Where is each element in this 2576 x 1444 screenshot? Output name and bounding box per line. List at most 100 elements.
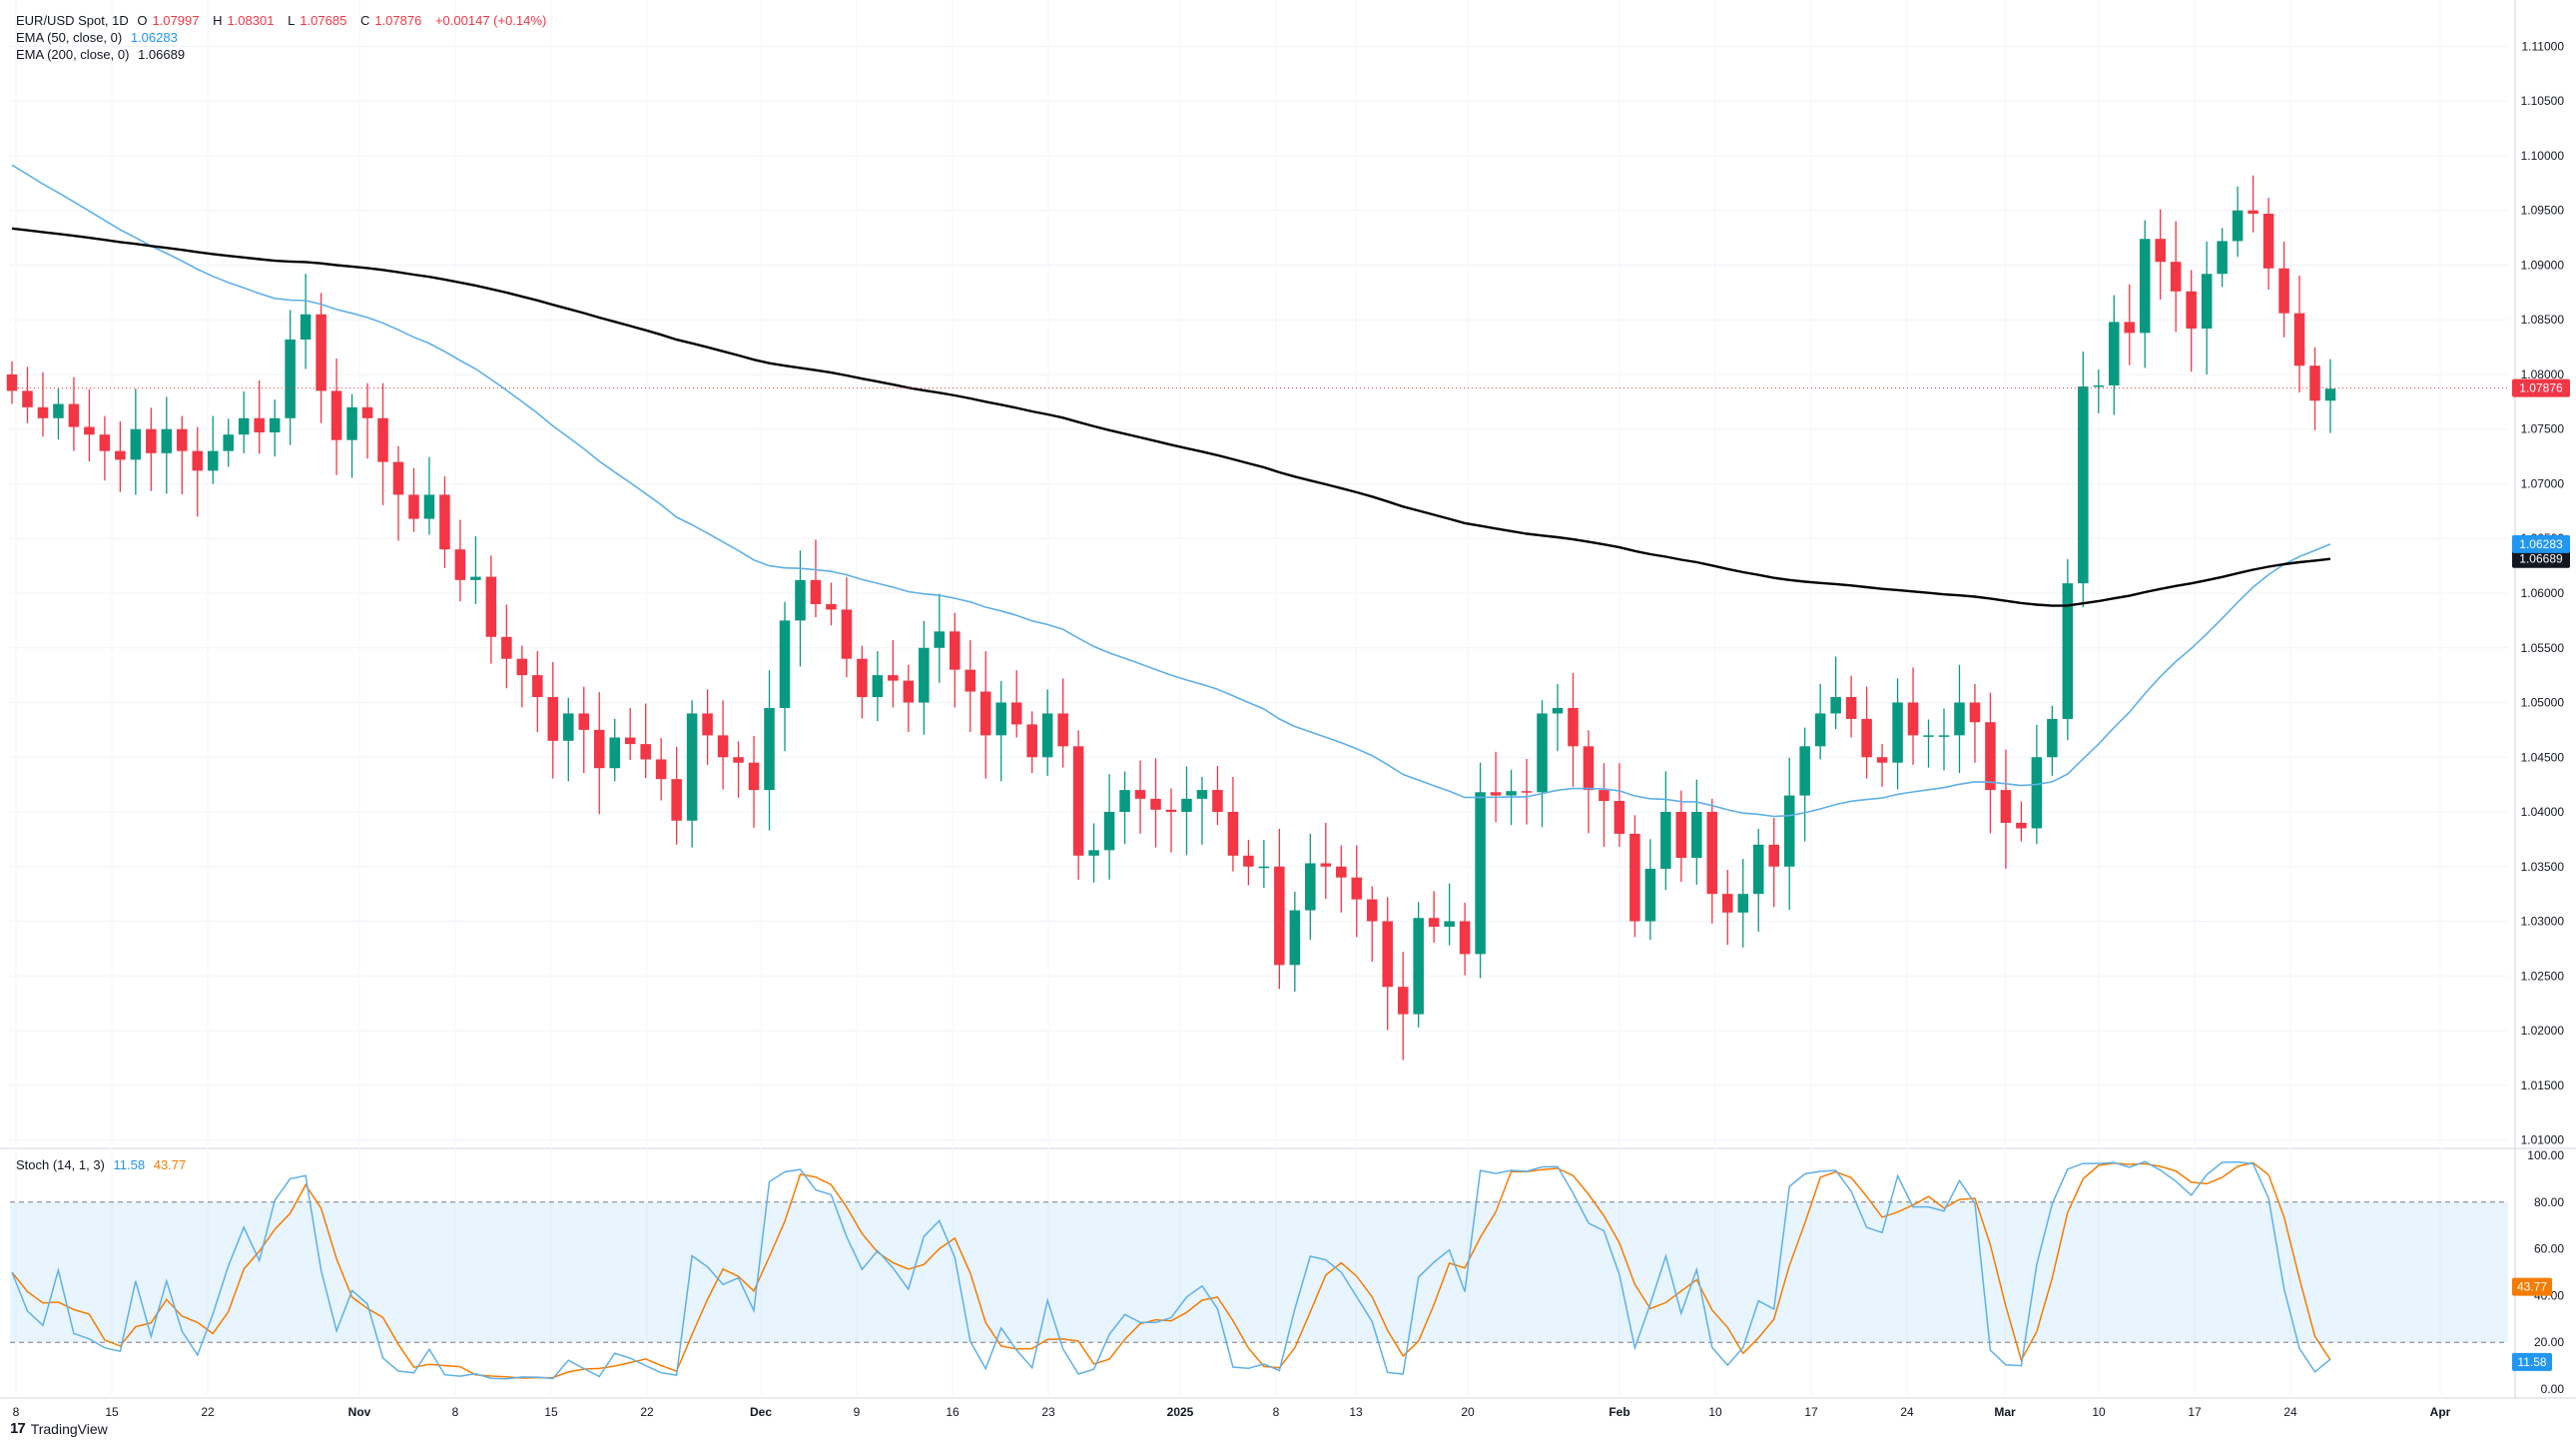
tradingview-logo[interactable]: 17 TradingView — [10, 1420, 108, 1437]
candle-body — [1103, 812, 1115, 851]
candle — [903, 664, 915, 733]
candle-body — [1660, 812, 1671, 869]
candle — [841, 577, 853, 678]
candle — [361, 382, 373, 459]
price-tick-label: 1.11000 — [2522, 39, 2565, 53]
candle — [37, 371, 49, 437]
candle-body — [1923, 735, 1934, 737]
candle — [1196, 776, 1208, 845]
candle-body — [1613, 801, 1625, 834]
candle-body — [2232, 210, 2244, 242]
tradingview-logo-icon: 17 — [10, 1420, 26, 1437]
candle — [872, 651, 884, 722]
candle — [1706, 798, 1718, 924]
candle — [2155, 209, 2166, 300]
candle-body — [1691, 812, 1702, 859]
candle-body — [2155, 239, 2166, 263]
stoch-k-line — [11, 1160, 2331, 1380]
ema200-value: 1.06689 — [138, 47, 186, 62]
candle-body — [1830, 697, 1841, 714]
time-tick-label: Dec — [750, 1405, 772, 1419]
time-tick-label: 23 — [1041, 1405, 1055, 1419]
candle-body — [361, 406, 373, 418]
candle-body — [903, 680, 915, 703]
candle — [192, 426, 204, 517]
time-tick-label: 16 — [946, 1405, 960, 1419]
candle — [795, 550, 806, 667]
candle — [1938, 708, 1950, 771]
candle — [640, 703, 651, 779]
candle-body — [1010, 702, 1022, 725]
candle — [6, 361, 18, 404]
candle-body — [563, 713, 574, 741]
candle — [979, 651, 991, 779]
candle-body — [68, 403, 80, 427]
candle — [609, 718, 620, 782]
candle — [1490, 751, 1502, 823]
candle — [115, 421, 126, 492]
candle-body — [1938, 735, 1950, 737]
candle-body — [1521, 791, 1533, 793]
candle-body — [1134, 790, 1146, 799]
candle-body — [888, 675, 899, 681]
candle-body — [1119, 790, 1130, 813]
candle-body — [1382, 921, 1393, 988]
candle-body — [1181, 798, 1192, 813]
candle — [2139, 220, 2151, 368]
candle — [1010, 670, 1022, 738]
candle-body — [965, 669, 976, 692]
candle — [254, 380, 265, 454]
candle — [1150, 758, 1161, 848]
ema50-tag-text: 1.06283 — [2519, 537, 2563, 551]
tradingview-logo-text: TradingView — [30, 1420, 108, 1437]
candle — [2109, 295, 2120, 415]
price-tick-label: 1.07000 — [2521, 476, 2565, 490]
candle — [300, 274, 312, 369]
candle-body — [1861, 718, 1872, 758]
candle-body — [547, 697, 559, 741]
candle — [2093, 369, 2105, 413]
stoch-tick-label: 20.00 — [2534, 1335, 2564, 1349]
price-tick-label: 1.03000 — [2521, 915, 2565, 929]
candle-body — [2309, 365, 2320, 401]
candle-body — [2093, 384, 2105, 387]
candle-body — [2324, 388, 2336, 401]
ema200-label: EMA (200, close, 0) — [16, 47, 130, 62]
candle — [1475, 762, 1486, 979]
ema200-legend[interactable]: EMA (200, close, 0) 1.06689 — [16, 46, 190, 63]
candle-body — [1227, 812, 1239, 856]
candle — [1366, 886, 1378, 963]
candle — [516, 645, 528, 708]
candle — [655, 738, 667, 801]
candle — [454, 519, 466, 602]
candle-body — [516, 658, 528, 676]
price-tick-label: 1.09000 — [2521, 258, 2565, 272]
candle-body — [2278, 268, 2289, 314]
candle — [1026, 711, 1037, 774]
candle — [2293, 275, 2305, 393]
candle-body — [1212, 790, 1223, 813]
candle-body — [2016, 822, 2027, 829]
candle — [1165, 788, 1177, 853]
candle — [624, 707, 636, 760]
symbol-title[interactable]: EUR/USD Spot, 1D — [16, 13, 129, 28]
candle-body — [161, 428, 173, 453]
time-tick-label: 10 — [1708, 1405, 1722, 1419]
price-tick-label: 1.09500 — [2521, 204, 2565, 218]
candle — [2000, 749, 2012, 869]
price-tick-label: 1.10000 — [2521, 149, 2565, 163]
time-tick-label: 8 — [1273, 1405, 1280, 1419]
candle-body — [1397, 987, 1409, 1015]
candle — [1845, 675, 1857, 738]
low-value: 1.07685 — [300, 13, 347, 28]
stoch-legend[interactable]: Stoch (14, 1, 3) 11.58 43.77 — [16, 1156, 191, 1173]
candle — [888, 640, 899, 708]
ema50-label: EMA (50, close, 0) — [16, 30, 123, 45]
candle-body — [609, 737, 620, 769]
candle — [1428, 891, 1440, 943]
candle — [733, 741, 744, 798]
stoch-k-tag-text: 11.58 — [2517, 1355, 2546, 1369]
ema50-legend[interactable]: EMA (50, close, 0) 1.06283 — [16, 29, 183, 46]
candle-body — [1196, 790, 1208, 799]
